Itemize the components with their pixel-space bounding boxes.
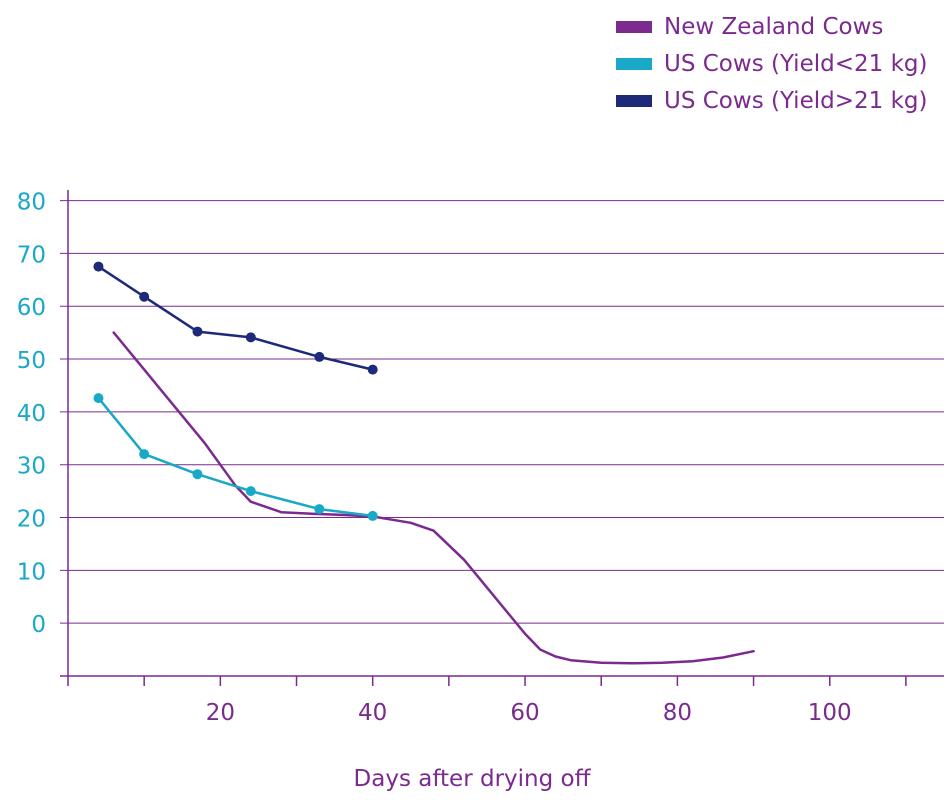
series-line-0: [112, 331, 755, 665]
data-point-2-5: [367, 364, 378, 375]
x-tick-label-1: 40: [358, 700, 387, 726]
legend-label-0: New Zealand Cows: [664, 13, 884, 40]
y-tick-label-3: 30: [17, 454, 46, 480]
x-tick-label-0: 20: [206, 700, 235, 726]
data-point-1-4: [314, 504, 325, 515]
y-tick-label-2: 20: [17, 507, 46, 533]
y-tick-label-5: 50: [17, 348, 46, 374]
y-tick-label-4: 40: [17, 401, 46, 427]
data-point-1-5: [367, 510, 378, 521]
data-point-2-0: [93, 261, 104, 272]
legend-item-0: New Zealand Cows: [616, 8, 927, 45]
series-line-1: [97, 396, 374, 518]
legend-label-2: US Cows (Yield>21 kg): [664, 87, 928, 114]
axes: [60, 190, 944, 686]
legend-item-1: US Cows (Yield<21 kg): [616, 45, 927, 82]
data-point-1-2: [192, 469, 203, 480]
y-tick-label-1: 10: [17, 559, 46, 585]
y-tick-label-0: 0: [31, 612, 46, 638]
legend-swatch-1: [616, 57, 652, 70]
y-tick-label-8: 80: [17, 190, 46, 216]
y-tick-label-6: 60: [17, 295, 46, 321]
legend-swatch-2: [616, 94, 652, 107]
x-tick-label-2: 60: [510, 700, 539, 726]
data-point-1-0: [93, 393, 104, 404]
legend-label-1: US Cows (Yield<21 kg): [664, 50, 928, 77]
y-tick-label-7: 70: [17, 242, 46, 268]
legend: New Zealand Cows US Cows (Yield<21 kg) U…: [616, 8, 927, 119]
legend-swatch-0: [616, 20, 652, 33]
data-point-1-3: [245, 486, 256, 497]
data-point-2-4: [314, 351, 325, 362]
series-lines: [93, 261, 755, 665]
x-axis-label: Days after drying off: [353, 766, 591, 792]
data-point-1-1: [139, 449, 150, 460]
series-line-2: [97, 265, 374, 371]
data-point-2-3: [245, 332, 256, 343]
legend-item-2: US Cows (Yield>21 kg): [616, 82, 927, 119]
x-tick-label-3: 80: [663, 700, 692, 726]
x-tick-label-4: 100: [808, 700, 852, 726]
y-tick-labels: 0 10 20 30 40 50 60 70 80: [17, 190, 46, 639]
grid-lines: [60, 200, 944, 624]
data-point-2-1: [139, 291, 150, 302]
x-tick-labels: 20 40 60 80 100: [206, 700, 852, 726]
data-point-2-2: [192, 326, 203, 337]
